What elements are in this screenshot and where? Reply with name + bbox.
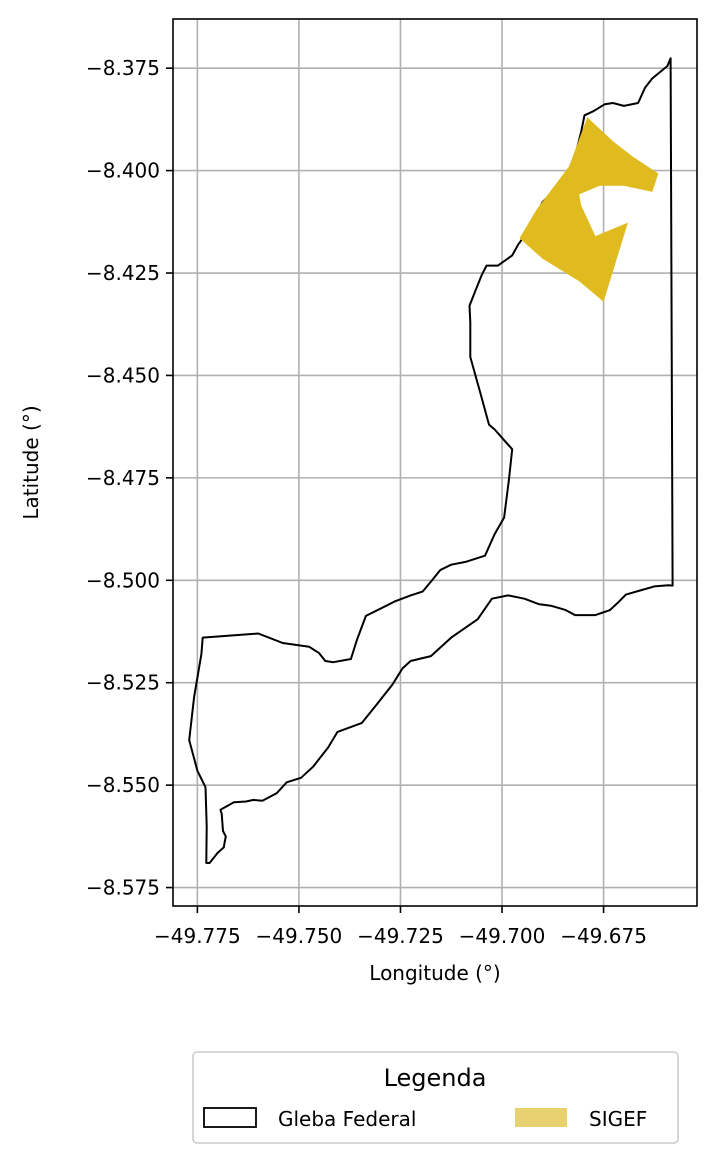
x-tick-label: −49.750 bbox=[256, 924, 343, 948]
y-tick-label: −8.525 bbox=[86, 671, 160, 695]
y-tick-label: −8.400 bbox=[86, 159, 160, 183]
y-tick-label: −8.375 bbox=[86, 56, 160, 80]
x-tick-label: −49.675 bbox=[560, 924, 647, 948]
ticks: −49.775 −49.750 −49.725 −49.700 −49.675 −8.37… bbox=[86, 56, 647, 948]
gleba-federal-outline bbox=[188, 57, 674, 864]
legend-swatch-gleba-federal bbox=[203, 1107, 257, 1128]
y-axis-label: Latitude (°) bbox=[19, 405, 43, 519]
legend-label-sigef: SIGEF bbox=[589, 1107, 647, 1131]
y-tick-label: −8.450 bbox=[86, 363, 160, 387]
x-tick-label: −49.700 bbox=[459, 924, 546, 948]
grid bbox=[173, 19, 697, 906]
sigef-polygon bbox=[519, 117, 659, 302]
legend: Legenda Gleba Federal SIGEF bbox=[192, 1051, 679, 1144]
y-tick-label: −8.425 bbox=[86, 261, 160, 285]
legend-label-gleba-federal: Gleba Federal bbox=[278, 1107, 416, 1131]
x-axis-label: Longitude (°) bbox=[369, 961, 500, 985]
legend-swatch-sigef bbox=[515, 1108, 567, 1127]
data-layer bbox=[188, 57, 674, 864]
y-tick-label: −8.550 bbox=[86, 773, 160, 797]
x-tick-label: −49.775 bbox=[154, 924, 241, 948]
plot-frame bbox=[172, 18, 698, 907]
x-tick-label: −49.725 bbox=[357, 924, 444, 948]
y-tick-label: −8.500 bbox=[86, 568, 160, 592]
y-tick-label: −8.475 bbox=[86, 466, 160, 490]
legend-title: Legenda bbox=[384, 1064, 487, 1092]
y-tick-label: −8.575 bbox=[86, 876, 160, 900]
